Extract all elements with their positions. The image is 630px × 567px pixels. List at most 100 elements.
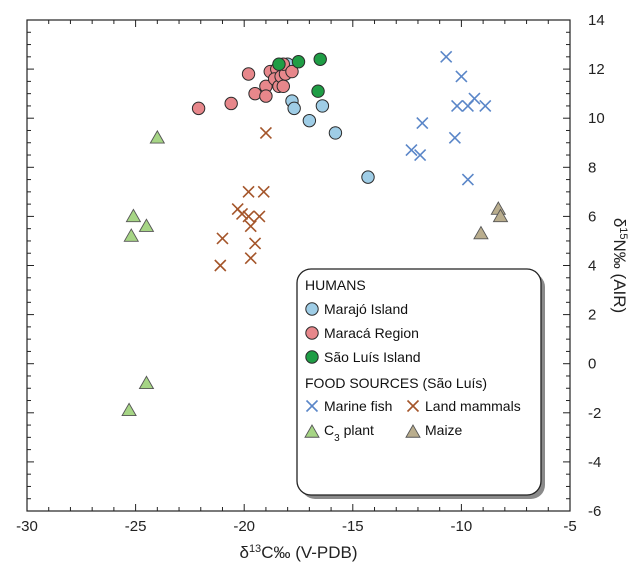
c3-plant-point <box>125 208 142 223</box>
land-mammals-point <box>235 207 249 221</box>
marac-region-point <box>259 89 273 103</box>
marac-region-point <box>241 67 256 81</box>
series-s-o-lu-s-island <box>272 52 327 98</box>
y-tick-label: 14 <box>588 12 605 29</box>
marine-fish-point <box>416 117 429 130</box>
x-stroke <box>235 207 249 221</box>
marac-region-point <box>285 64 299 79</box>
x-stroke <box>468 92 481 105</box>
c3-sub: 3 <box>334 433 340 444</box>
c3-plant-point <box>138 218 155 232</box>
y-tick-label: 12 <box>588 61 605 78</box>
marac-region-point <box>224 96 238 111</box>
data-points <box>121 50 509 417</box>
land-mammals-point <box>257 185 270 198</box>
legend-c3-plant-label: C3 plant <box>324 422 374 444</box>
land-mammals-point <box>253 210 266 223</box>
legend-food-header: FOOD SOURCES (São Luís) <box>305 375 487 391</box>
legend-saoluis-marker <box>305 350 319 364</box>
x-stroke <box>455 70 468 83</box>
legend-marajo-marker <box>305 302 319 316</box>
land-mammals-point <box>244 252 257 265</box>
x-tick-label: -5 <box>563 518 576 535</box>
x-tick-label: -10 <box>451 518 473 535</box>
x-stroke <box>479 99 492 112</box>
maraj-island-point <box>328 126 343 140</box>
x-stroke <box>405 144 418 157</box>
x-stroke <box>259 126 272 139</box>
x-stroke <box>416 117 429 130</box>
x-stroke <box>448 131 461 144</box>
x-stroke <box>244 252 257 265</box>
marine-fish-point <box>450 99 464 112</box>
x-stroke <box>440 50 453 63</box>
c3-rest: plant <box>340 422 374 438</box>
x-stroke <box>414 148 427 162</box>
legend-marine-fish-marker <box>305 399 319 413</box>
x-tick-label: -20 <box>233 518 255 535</box>
x-stroke <box>216 232 229 245</box>
s-o-lu-s-island-point <box>311 84 325 98</box>
marac-region-point <box>191 101 206 116</box>
series-land-mammals <box>214 126 272 272</box>
marine-fish-point <box>455 70 468 83</box>
land-mammals-point <box>242 210 255 223</box>
axes: -30 -25 -20 -15 -10 -5-6-4-202468101214δ13C‰ … <box>16 12 629 562</box>
x-stroke <box>242 210 255 223</box>
legend-maraca-marker <box>305 326 319 340</box>
x-stroke <box>248 237 262 250</box>
legend: HUMANS Marajó Island Maracá Region São Luís… <box>296 268 545 499</box>
x-stroke <box>305 399 319 413</box>
legend-maraca-label: Maracá Region <box>324 325 419 341</box>
x-stroke <box>406 399 420 413</box>
maraj-island-point <box>302 113 317 128</box>
maraj-island-point <box>287 101 301 116</box>
x-stroke <box>244 220 257 233</box>
maize-point <box>473 225 489 240</box>
y-tick-label: 4 <box>588 258 596 275</box>
c3-plant-point <box>138 375 155 390</box>
land-mammals-point <box>214 259 227 272</box>
s-o-lu-s-island-point <box>272 57 286 71</box>
legend-saoluis-label: São Luís Island <box>324 349 421 365</box>
y-tick-label: 2 <box>588 307 596 324</box>
marine-fish-point <box>405 144 418 157</box>
maraj-island-point <box>361 170 375 184</box>
legend-land-mammals-marker <box>406 399 420 413</box>
legend-box <box>296 268 542 496</box>
y-tick-label: -4 <box>588 454 601 471</box>
legend-maize-marker <box>405 424 421 438</box>
marine-fish-point <box>461 173 474 186</box>
x-stroke <box>461 173 474 186</box>
x-tick-label: -25 <box>125 518 147 535</box>
land-mammals-point <box>244 220 257 233</box>
c3-main: C <box>324 422 334 438</box>
legend-c3-plant-marker <box>304 424 320 438</box>
x-stroke <box>257 185 270 198</box>
y-tick-label: -6 <box>588 503 601 520</box>
x-stroke <box>242 185 255 198</box>
legend-marajo-label: Marajó Island <box>324 301 408 317</box>
marine-fish-point <box>479 99 492 112</box>
y-axis-title: δ15N‰ (AIR) <box>610 218 629 313</box>
x-tick-label: -15 <box>342 518 364 535</box>
maize-point <box>492 208 509 223</box>
x-stroke <box>450 99 464 112</box>
y-tick-label: 0 <box>588 356 596 373</box>
legend-maize-label: Maize <box>425 422 463 438</box>
c3-plant-point <box>123 228 140 242</box>
y-tick-label: 8 <box>588 159 596 176</box>
maraj-island-point <box>315 99 330 113</box>
legend-land-mammals-label: Land mammals <box>425 398 521 414</box>
s-o-lu-s-island-point <box>313 52 327 66</box>
y-tick-label: -2 <box>588 405 601 422</box>
marine-fish-point <box>440 50 453 63</box>
marac-region-point <box>276 79 290 93</box>
series-c3-plant <box>121 129 166 417</box>
y-tick-label: 10 <box>588 110 605 127</box>
s-o-lu-s-island-point <box>291 55 306 69</box>
land-mammals-point <box>259 126 272 139</box>
legend-marine-fish-label: Marine fish <box>324 398 392 414</box>
legend-humans-header: HUMANS <box>305 277 366 293</box>
